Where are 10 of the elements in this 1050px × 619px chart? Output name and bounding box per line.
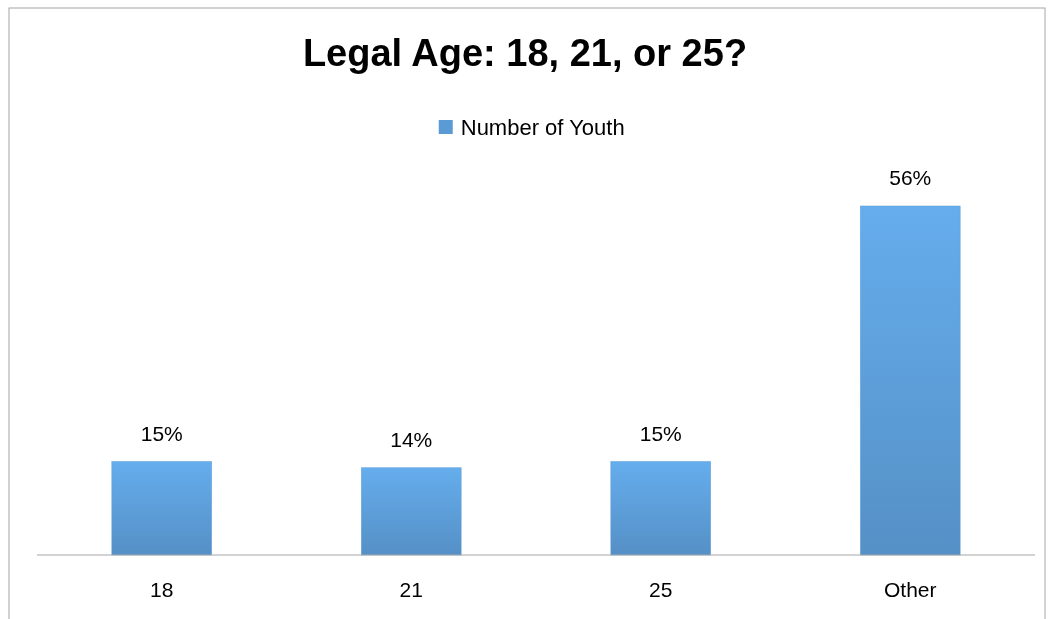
- x-tick-label: 25: [649, 578, 673, 602]
- data-label: 15%: [140, 421, 183, 445]
- x-tick-label: 21: [399, 578, 423, 602]
- data-label: 14%: [390, 428, 433, 452]
- chart-title: Legal Age: 18, 21, or 25?: [302, 32, 748, 74]
- data-label: 56%: [889, 166, 932, 190]
- x-tick-label: 18: [150, 578, 174, 602]
- legend-label: Number of Youth: [460, 114, 625, 140]
- data-label: 15%: [639, 421, 682, 445]
- x-tick-label: Other: [883, 578, 937, 602]
